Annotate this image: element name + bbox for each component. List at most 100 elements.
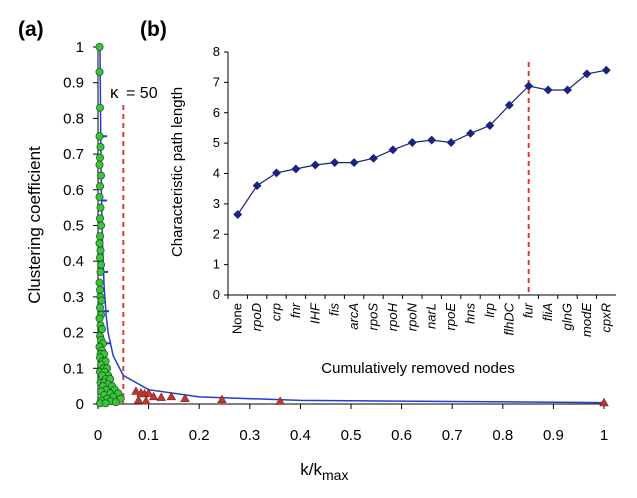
clustering-point-circle: [95, 67, 104, 76]
inset-y-axis-label: Characteristic path length: [169, 87, 186, 257]
inset-axes: [224, 51, 616, 299]
main-y-tick-label: 0.2: [63, 325, 84, 342]
inset-y-tick-label: 0: [213, 287, 220, 302]
clustering-point-triangle: [141, 396, 151, 405]
path-length-point: [582, 69, 592, 79]
main-y-tick-label: 0.1: [63, 360, 84, 377]
inset-y-tick-labels: 0 1 2 3 4 5 6 7 8: [213, 44, 220, 302]
clustering-point-triangle: [133, 395, 144, 404]
path-length-point: [310, 160, 320, 170]
clustering-point-circle: [98, 325, 107, 334]
clustering-point-circle: [101, 399, 110, 408]
kappa-annotation-symbol: κ: [110, 83, 119, 102]
clustering-point-triangle: [156, 392, 166, 401]
inset-category-label: None: [230, 303, 245, 334]
inset-y-tick-label: 3: [213, 196, 220, 211]
inset-category-label: rpoH: [385, 302, 400, 331]
clustering-point-circle: [96, 182, 105, 191]
main-y-tick-label: 0: [76, 396, 84, 413]
main-y-tick-label: 0.6: [63, 182, 84, 199]
inset-category-label: lrp: [482, 303, 497, 317]
inset-x-tick-labels: None rpoD crp fnr IHF fis arcA rpoS rpoH rpoN narL…: [230, 302, 614, 337]
inset-category-label: hns: [463, 303, 478, 324]
main-x-tick-label: 0.8: [492, 427, 513, 444]
clustering-point-circle: [96, 203, 105, 212]
panel-label-a: (a): [18, 18, 44, 41]
inset-category-label: fis: [327, 303, 342, 317]
inset-category-label: narL: [424, 303, 439, 329]
main-x-tick-labels: 0 0.1 0.2 0.3 0.4 0.5 0.6 0.7 0.8 0.9 1: [94, 427, 608, 444]
path-length-point: [271, 168, 282, 178]
main-x-axis-label: k/k: [300, 460, 322, 479]
inset-y-tick-label: 1: [213, 257, 220, 272]
main-x-tick-label: 0.6: [391, 427, 412, 444]
clustering-point-triangle: [148, 391, 159, 401]
clustering-point-circle: [95, 132, 104, 141]
clustering-point-circle: [95, 43, 104, 52]
path-length-point: [388, 145, 398, 155]
inset-category-label: rpoD: [249, 303, 264, 331]
path-length-point: [601, 65, 611, 75]
inset-y-tick-label: 7: [213, 74, 220, 89]
path-length-point: [291, 164, 301, 174]
path-length-point: [252, 181, 262, 191]
clustering-point-triangle: [131, 386, 141, 395]
main-y-tick-label: 0.9: [63, 75, 84, 92]
clustering-point-triangle: [599, 397, 609, 407]
clustering-point-triangle: [180, 393, 190, 402]
path-length-point: [368, 153, 379, 163]
path-length-point: [330, 158, 340, 168]
clustering-point-triangle: [217, 394, 227, 404]
path-length-point: [504, 100, 514, 110]
clustering-point-circle: [96, 267, 105, 276]
clustering-point-circle: [95, 278, 104, 287]
main-x-tick-label: 0: [94, 427, 102, 444]
clustering-point-circle: [96, 142, 105, 151]
inset-background: [194, 40, 626, 296]
path-length-point: [446, 137, 456, 148]
inset-data-points: [233, 65, 611, 220]
path-length-point: [349, 158, 359, 168]
clustering-point-circle: [97, 296, 106, 305]
inset-category-label: rpoS: [366, 303, 381, 331]
inset-category-label: rpoN: [404, 302, 419, 331]
inset-x-axis-label: Cumulatively removed nodes: [321, 360, 514, 377]
inset-category-label: IHF: [307, 302, 322, 324]
inset-y-tick-label: 4: [213, 166, 220, 181]
clustering-point-circle: [96, 232, 105, 241]
clustering-point-triangle: [166, 391, 177, 401]
path-length-point: [233, 209, 243, 220]
inset-category-label: fliA: [540, 303, 555, 321]
inset-category-label: rpoE: [443, 303, 458, 331]
inset-category-label: cpxR: [598, 303, 613, 333]
clustering-point-circle: [97, 221, 106, 230]
inset-category-label: crp: [269, 303, 284, 321]
path-length-point: [407, 137, 417, 148]
clustering-point-circle: [96, 253, 105, 262]
clustering-point-circle: [95, 314, 104, 323]
clustering-point-circle: [111, 398, 120, 407]
panel-label-b: (b): [140, 18, 167, 41]
path-length-point: [543, 85, 553, 95]
inset-category-label: fnr: [288, 302, 303, 318]
main-x-tick-label: 0.9: [543, 427, 564, 444]
inset-category-label: arcA: [346, 303, 361, 330]
kappa-annotation-value: = 50: [126, 85, 158, 102]
inset-category-label: flhDC: [501, 302, 516, 335]
inset-y-tick-label: 5: [213, 135, 220, 150]
path-length-point: [465, 128, 476, 138]
path-length-point: [485, 120, 495, 131]
inset-category-label: glnG: [560, 303, 575, 330]
main-y-tick-label: 0.3: [63, 289, 84, 306]
clustering-point-circle: [96, 285, 105, 294]
clustering-point-circle: [95, 239, 104, 248]
path-length-point: [524, 81, 534, 91]
clustering-point-circle: [97, 260, 106, 269]
clustering-point-circle: [95, 192, 104, 201]
main-y-axis-label: Clustering coefficient: [25, 146, 44, 304]
clustering-point-triangle: [143, 388, 154, 397]
main-y-tick-label: 0.7: [63, 146, 84, 163]
inset-y-tick-label: 6: [213, 105, 220, 120]
main-x-axis-label-subscript: max: [322, 467, 348, 483]
